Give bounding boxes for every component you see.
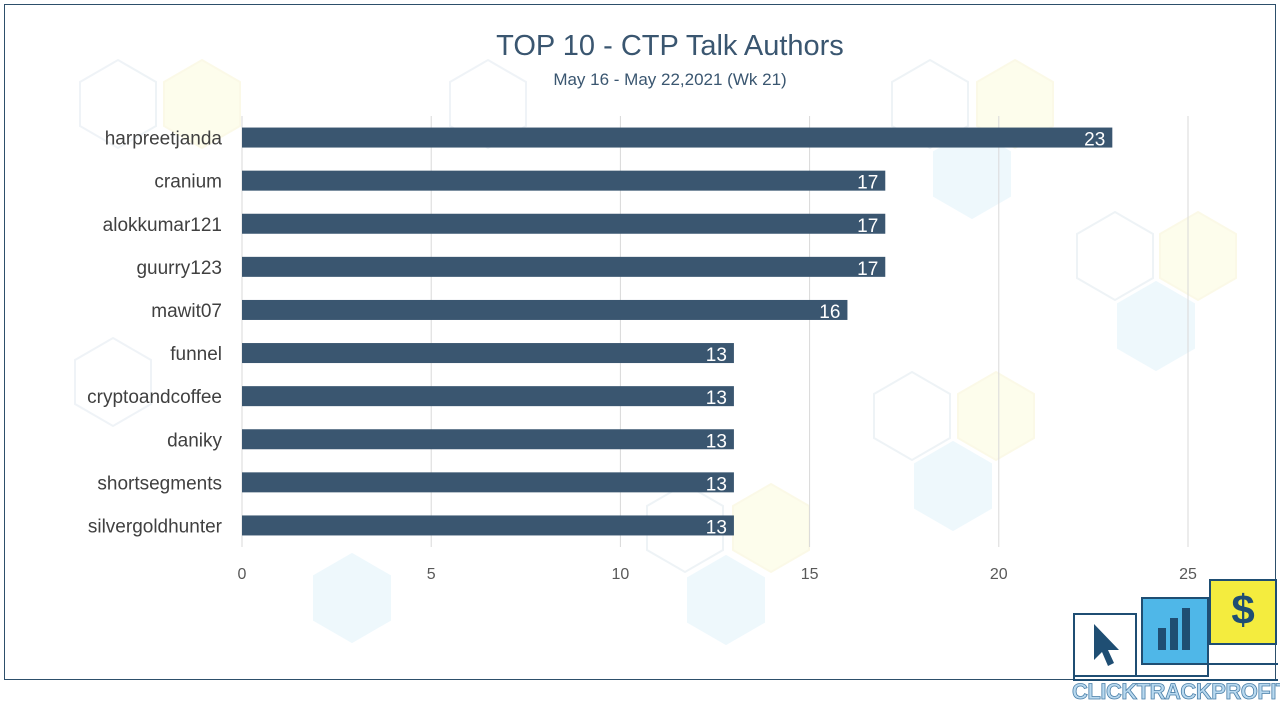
- bar-value-label: 17: [857, 173, 878, 194]
- bar-shortsegments: [242, 472, 734, 493]
- chart-subtitle: May 16 - May 22,2021 (Wk 21): [0, 70, 1280, 90]
- svg-text:$: $: [1231, 586, 1254, 633]
- y-category-label: harpreetjanda: [105, 129, 223, 150]
- logo-wordmark: CLICKTRACKPROFIT: [1072, 679, 1280, 705]
- bar-daniky: [242, 429, 734, 450]
- x-tick-label: 0: [238, 566, 247, 583]
- x-tick-label: 10: [612, 566, 630, 583]
- logo-wordmark-text: CLICKTRACKPROFIT: [1072, 679, 1280, 705]
- cursor-icon: [1073, 613, 1137, 677]
- y-category-label: guurry123: [136, 258, 222, 279]
- bar-value-label: 17: [857, 259, 878, 280]
- bar-value-label: 23: [1084, 130, 1105, 151]
- bar-guurry123: [242, 256, 886, 277]
- y-category-label: mawit07: [151, 301, 222, 322]
- x-tick-label: 25: [1179, 566, 1197, 583]
- bar-value-label: 17: [857, 216, 878, 237]
- y-category-label: daniky: [167, 430, 222, 451]
- bar-value-label: 13: [706, 431, 727, 452]
- bar-cranium: [242, 170, 886, 191]
- bar-value-label: 13: [706, 517, 727, 538]
- chart-frame: [4, 4, 1276, 680]
- bar-funnel: [242, 343, 734, 364]
- bar-harpreetjanda: [242, 127, 1113, 148]
- y-category-label: alokkumar121: [103, 215, 222, 236]
- y-category-label: shortsegments: [97, 473, 222, 494]
- bar-chart-icon: [1141, 597, 1209, 665]
- bar-value-label: 16: [819, 302, 840, 323]
- bar-value-label: 13: [706, 388, 727, 409]
- x-tick-label: 15: [801, 566, 819, 583]
- clicktrackprofit-logo: $: [1073, 579, 1278, 681]
- bar-alokkumar121: [242, 213, 886, 234]
- bar-value-label: 13: [706, 345, 727, 366]
- dollar-icon: $: [1209, 579, 1277, 645]
- x-tick-label: 5: [427, 566, 436, 583]
- chart-title: TOP 10 - CTP Talk Authors: [496, 30, 844, 62]
- y-category-label: cranium: [154, 172, 222, 193]
- y-category-label: cryptoandcoffee: [87, 387, 222, 408]
- bar-silvergoldhunter: [242, 515, 734, 536]
- bar-value-label: 13: [706, 474, 727, 495]
- subtitle-text: May 16 - May 22,2021 (Wk 21): [553, 70, 787, 89]
- y-category-label: silvergoldhunter: [88, 516, 223, 537]
- bar-cryptoandcoffee: [242, 386, 734, 407]
- bar-mawit07: [242, 299, 848, 320]
- x-tick-label: 20: [990, 566, 1008, 583]
- y-category-label: funnel: [170, 344, 222, 365]
